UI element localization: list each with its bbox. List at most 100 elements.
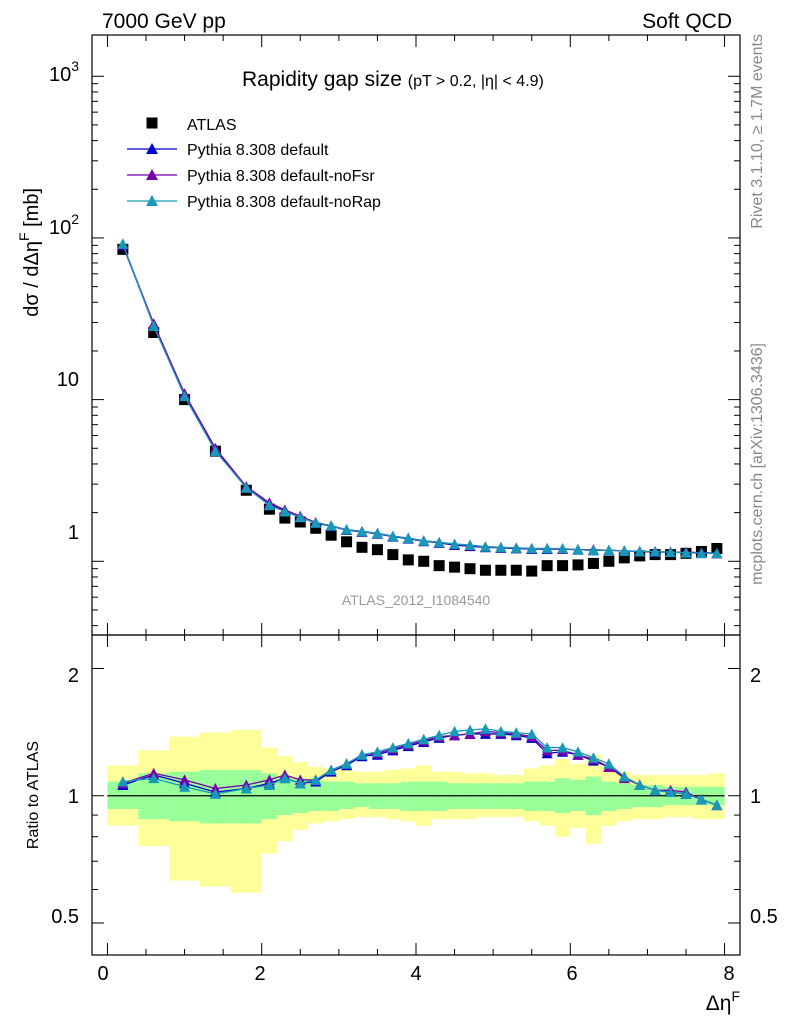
ratio-point (634, 779, 646, 790)
uncertainty-bands (107, 730, 725, 893)
mc-point (279, 506, 291, 517)
atlas-point (618, 552, 630, 564)
legend-label-norap: Pythia 8.308 default-noRap (187, 194, 381, 211)
atlas-point (572, 559, 584, 571)
mc-point (117, 238, 129, 249)
atlas-point (541, 560, 553, 572)
mc-point (418, 535, 430, 546)
ratio-point (572, 746, 584, 757)
ratio-tick-label-1-right: 1 (750, 786, 761, 808)
ratio-point (603, 758, 615, 769)
x-tick-label-4: 4 (410, 963, 421, 985)
x-axis-label: ΔηF (706, 988, 740, 1015)
ratio-y-axis-label: Ratio to ATLAS (25, 741, 42, 849)
legend-entry-nofsr: Pythia 8.308 default-noFsr (127, 168, 375, 185)
atlas-point (433, 560, 445, 572)
x-tick-label-0: 0 (97, 963, 108, 985)
process-label: Soft QCD (642, 10, 732, 33)
mc-point (209, 445, 221, 457)
ratio-tick-label-1: 1 (68, 786, 79, 808)
legend-label-default: Pythia 8.308 default (187, 142, 329, 159)
ratio-point (557, 742, 569, 753)
ratio-point (341, 758, 353, 769)
mc-point (495, 541, 507, 553)
ratio-tick-label-2-right: 2 (750, 665, 761, 687)
ratio-point (356, 749, 368, 760)
ratio-point (479, 723, 491, 734)
ratio-point (510, 727, 522, 738)
atlas-point (341, 536, 353, 548)
series-atlas (117, 243, 723, 577)
mc-point (387, 530, 399, 542)
mcplots-label: mcplots.cern.ch [arXiv:1306.3436] (749, 343, 766, 585)
ratio-point (495, 725, 507, 737)
ratio-point (263, 779, 275, 790)
legend-entry-norap: Pythia 8.308 default-noRap (127, 194, 381, 211)
mc-point (341, 524, 353, 535)
ratio-point (541, 742, 553, 753)
ratio-point (680, 788, 692, 799)
mc-point (680, 547, 692, 558)
ratio-point (433, 729, 445, 741)
legend-label-atlas: ATLAS (187, 117, 237, 134)
atlas-point (557, 560, 569, 572)
series-pythia-8-308-default (117, 239, 723, 559)
legend-marker-norap (146, 195, 158, 206)
series-line (122, 245, 717, 554)
mc-point (449, 538, 461, 549)
mc-point (572, 544, 584, 555)
mc-point (618, 545, 630, 556)
mc-point (649, 545, 661, 557)
band-inner (230, 770, 262, 824)
atlas-point (148, 327, 160, 339)
mc-point (665, 546, 677, 558)
ratio-y-tick-labels-right: 2 1 0.5 (750, 665, 778, 928)
ratio-point (418, 733, 430, 745)
y-tick-label-100: 102 (49, 211, 79, 239)
ratio-tick-label-0.5: 0.5 (51, 906, 79, 928)
mc-point (263, 499, 275, 511)
atlas-point (510, 564, 522, 576)
legend-label-nofsr: Pythia 8.308 default-noFsr (187, 168, 375, 185)
ratio-point (240, 783, 252, 794)
legend-entry-atlas: ATLAS (146, 117, 237, 134)
ratio-point (279, 772, 291, 784)
mc-point (510, 542, 522, 553)
legend-entry-default: Pythia 8.308 default (127, 142, 329, 159)
series-line (122, 243, 717, 554)
atlas-point (371, 544, 383, 556)
plot-title: Rapidity gap size (pT > 0.2, |η| < 4.9) (242, 68, 544, 91)
atlas-point (356, 541, 368, 553)
legend-marker-atlas (146, 117, 158, 129)
ratio-point (387, 742, 399, 753)
mc-point (433, 536, 445, 548)
x-tick-labels: 0 2 4 6 8 (97, 963, 734, 985)
legend-marker-nofsr (146, 169, 158, 180)
main-y-tick-labels: 1 10 102 103 (49, 58, 79, 544)
x-tick-label-2: 2 (254, 963, 265, 985)
atlas-point (325, 529, 337, 541)
mc-point (402, 532, 414, 544)
ratio-point (294, 777, 306, 789)
mc-point (325, 520, 337, 531)
atlas-point (418, 555, 430, 567)
ratio-series-pythia-8-308-default-norap (117, 723, 723, 811)
ratio-point (449, 725, 461, 737)
mc-point (464, 539, 476, 551)
atlas-point (449, 561, 461, 573)
ratio-point (310, 774, 322, 785)
ratio-point (587, 752, 599, 763)
mc-point (240, 482, 252, 493)
series-pythia-8-308-default-norap (117, 238, 723, 559)
atlas-point (587, 557, 599, 569)
ratio-point (209, 788, 221, 799)
ratio-point (325, 764, 337, 776)
ratio-point (526, 728, 538, 739)
ratio-point (179, 781, 191, 792)
mc-point (356, 525, 368, 537)
plot-title-cuts: (pT > 0.2, |η| < 4.9) (408, 73, 544, 90)
ratio-point (148, 772, 160, 784)
atlas-point (279, 512, 291, 524)
mc-point (695, 547, 707, 559)
